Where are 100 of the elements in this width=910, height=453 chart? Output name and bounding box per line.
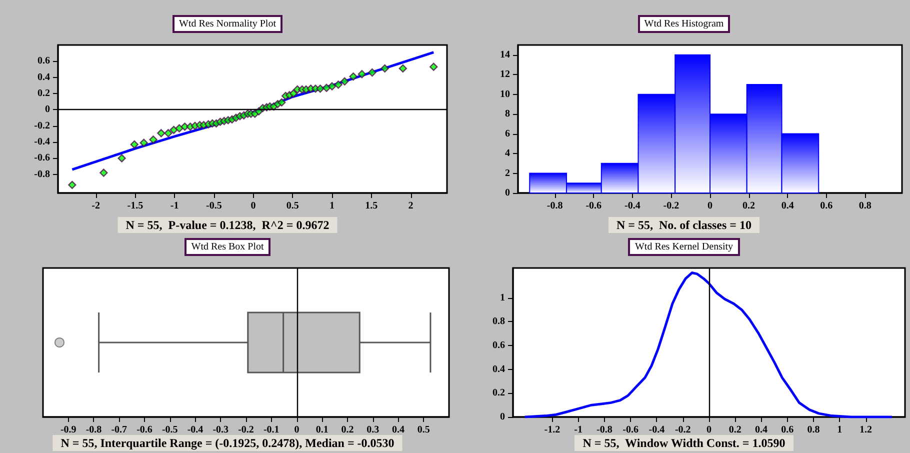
- chart-title: Wtd Res Box Plot: [191, 242, 264, 252]
- point: [358, 70, 366, 78]
- point: [164, 129, 172, 138]
- x-tick-label: -0.2: [674, 424, 691, 436]
- x-tick-label: -1.5: [127, 200, 144, 212]
- point: [140, 138, 148, 147]
- x-tick-label: 1: [837, 424, 842, 436]
- x-tick-label: -2: [92, 200, 100, 212]
- x-tick-label: 0.2: [728, 424, 742, 436]
- x-tick-label: -0.3: [212, 424, 229, 436]
- text: N = 55, Window Width Const. = 1.0590: [582, 436, 786, 450]
- point: [289, 89, 298, 98]
- line-series: [524, 272, 894, 418]
- point: [334, 80, 342, 89]
- x-tick-label: -0.1: [263, 424, 280, 436]
- x-tick-label: -0.5: [162, 424, 178, 436]
- x-tick-label: -0.6: [586, 200, 602, 212]
- y-tick-label: 0: [505, 188, 510, 198]
- point: [322, 84, 331, 92]
- y-tick-label: 0.4: [38, 72, 50, 83]
- x-tick-label: -0.4: [648, 424, 665, 436]
- x-tick-label: 0.8: [858, 200, 872, 212]
- x-tick-label: -0.6: [136, 424, 152, 436]
- x-tick-label: 0.4: [781, 200, 794, 212]
- point: [149, 136, 158, 144]
- y-tick-label: 10: [500, 88, 510, 100]
- y-tick-label: 8: [505, 108, 510, 120]
- x-tick-label: -0.8: [596, 424, 612, 436]
- y-tick-label: 0.2: [38, 88, 50, 100]
- chart-title: Wtd Res Histogram: [644, 18, 724, 30]
- text: N = 55, P-value = 0.1238, R^2 = 0.9672: [126, 218, 330, 232]
- point: [316, 84, 324, 93]
- x-tick-label: -0.2: [238, 424, 254, 436]
- x-tick-label: 1: [330, 200, 335, 212]
- x-tick-label: 0.2: [742, 200, 756, 212]
- x-tick-label: -0.8: [86, 424, 102, 436]
- x-tick-label: 1.5: [365, 200, 378, 212]
- y-tick-label: 6: [505, 128, 510, 140]
- x-tick-label: 0.5: [417, 424, 430, 436]
- y-tick-label: -0.4: [34, 136, 50, 148]
- x-tick-label: 0.4: [755, 424, 768, 436]
- x-tick-label: 0: [294, 424, 300, 436]
- y-tick-label: 0: [45, 104, 50, 116]
- point: [170, 126, 178, 134]
- point: [340, 77, 349, 86]
- x-tick-label: -0.4: [624, 200, 640, 212]
- text: N = 55, No. of classes = 10: [616, 218, 752, 232]
- x-tick-label: -0.2: [663, 200, 680, 212]
- x-tick-label: -0.4: [187, 424, 204, 436]
- x-tick-label: 0: [708, 200, 712, 212]
- x-tick-label: -0.6: [622, 424, 639, 436]
- x-tick-label: 0.6: [781, 424, 794, 436]
- x-tick-label: -1.2: [544, 424, 560, 436]
- x-tick-label: 0: [250, 200, 256, 212]
- y-tick-label: 0.8: [492, 316, 505, 328]
- x-tick-label: -1: [170, 200, 179, 212]
- point: [398, 64, 408, 73]
- point: [380, 64, 389, 73]
- y-tick-label: 0.6: [492, 340, 505, 351]
- point: [328, 82, 336, 90]
- chart-title: Wtd Res Normality Plot: [179, 18, 276, 30]
- x-tick-label: 0.4: [392, 424, 404, 436]
- point: [130, 140, 138, 149]
- x-tick-label: -0.5: [206, 200, 222, 212]
- y-tick-label: -0.8: [34, 168, 50, 180]
- y-tick-label: 14: [500, 49, 510, 60]
- point: [278, 98, 286, 107]
- point: [430, 62, 438, 71]
- x-tick-label: 0.6: [820, 200, 833, 212]
- y-tick-label: 0.2: [492, 388, 505, 399]
- x-tick-label: 0: [706, 424, 712, 436]
- y-tick-label: 2: [505, 168, 510, 179]
- y-tick-label: 0.6: [38, 56, 50, 67]
- y-tick-label: 0.4: [492, 364, 505, 375]
- point: [349, 72, 358, 81]
- y-tick-label: -0.2: [34, 120, 50, 132]
- x-tick-label: -1: [574, 424, 583, 436]
- x-tick-label: 0.8: [807, 424, 820, 436]
- point: [68, 180, 76, 190]
- line-series: [70, 51, 435, 171]
- x-tick-label: -0.9: [60, 424, 76, 436]
- x-tick-label: 1.2: [860, 424, 872, 436]
- y-tick-label: 1: [500, 292, 505, 304]
- x-tick-label: 0.3: [366, 424, 380, 436]
- point: [175, 124, 184, 132]
- y-tick-label: 4: [505, 148, 510, 160]
- point: [157, 129, 166, 138]
- point: [118, 154, 126, 162]
- y-tick-label: -0.6: [34, 152, 50, 164]
- point: [368, 68, 376, 77]
- text: N = 55, Interquartile Range = (-0.1925, 0.2478), Median = -0.0530: [60, 436, 394, 450]
- x-tick-label: -0.7: [111, 424, 128, 436]
- x-tick-label: -0.8: [546, 200, 563, 212]
- point: [100, 168, 108, 177]
- chart-title: Wtd Res Kernel Density: [634, 242, 734, 252]
- x-tick-label: 2: [408, 200, 414, 212]
- x-tick-label: 0.1: [316, 424, 328, 436]
- x-tick-label: 0.5: [286, 200, 299, 212]
- y-tick-label: 0: [500, 412, 505, 422]
- y-tick-label: 12: [500, 69, 510, 80]
